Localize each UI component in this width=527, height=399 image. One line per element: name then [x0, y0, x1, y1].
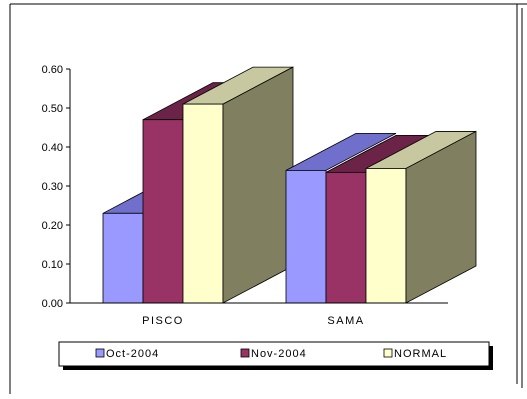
y-tick-label: 0.50 — [42, 103, 63, 115]
y-tick-label: 0.30 — [42, 181, 63, 193]
y-tick-label: 0.40 — [42, 142, 63, 154]
bar-front-face — [326, 172, 366, 303]
legend-items: Oct-2004 Nov-2004 NORMAL — [96, 348, 447, 360]
legend-swatch-0 — [96, 349, 104, 357]
y-tick-label: 0.60 — [42, 64, 63, 76]
bar-front-face — [143, 120, 183, 303]
legend-label-1: Nov-2004 — [251, 348, 307, 360]
bar-front-face — [103, 213, 143, 303]
category-label-sama: SAMA — [327, 315, 364, 327]
plot-layer — [103, 67, 476, 303]
bar-front-face — [286, 170, 326, 303]
category-label-pisco: PISCO — [142, 315, 184, 327]
bar-side-face — [223, 67, 293, 303]
bar-front-face — [183, 104, 223, 303]
legend-label-2: NORMAL — [394, 348, 447, 360]
legend-swatch-1 — [241, 349, 249, 357]
y-tick-label: 0.00 — [42, 298, 63, 310]
bar-front-face — [366, 168, 406, 303]
legend-label-0: Oct-2004 — [106, 348, 159, 360]
y-tick-label: 0.10 — [42, 259, 63, 271]
legend-swatch-2 — [384, 349, 392, 357]
legend: Oct-2004 Nov-2004 NORMAL — [59, 342, 493, 370]
bar-pisco-2 — [183, 67, 293, 303]
y-tick-label: 0.20 — [42, 220, 63, 232]
